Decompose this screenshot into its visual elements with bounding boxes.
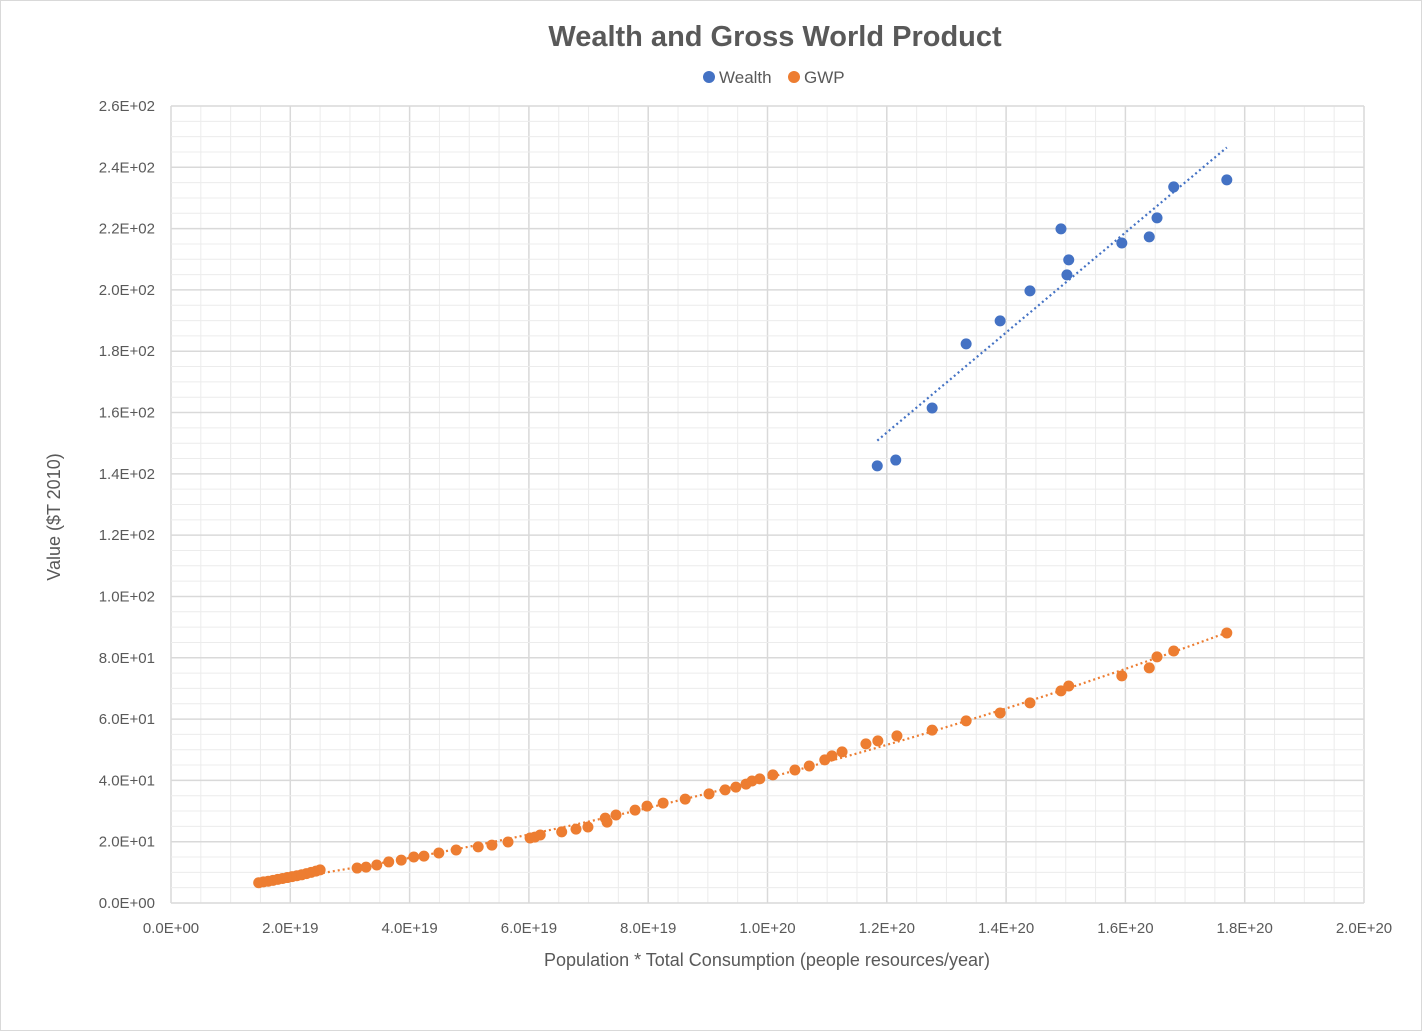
x-axis-title: Population * Total Consumption (people r… xyxy=(544,950,990,970)
point-gwp xyxy=(1221,627,1233,639)
legend-marker-wealth xyxy=(703,71,715,83)
point-gwp xyxy=(486,839,498,851)
point-wealth xyxy=(1221,174,1233,186)
point-gwp xyxy=(360,861,372,873)
point-gwp xyxy=(371,859,383,871)
point-gwp xyxy=(418,850,430,862)
point-gwp xyxy=(657,797,669,809)
y-tick-label: 2.0E+01 xyxy=(99,834,155,851)
x-tick-label: 1.4E+20 xyxy=(978,920,1034,937)
point-gwp xyxy=(601,816,613,828)
point-gwp xyxy=(803,760,815,772)
trendlines xyxy=(258,146,1228,884)
point-gwp xyxy=(1024,697,1036,709)
point-wealth xyxy=(1024,285,1036,297)
point-gwp xyxy=(767,769,779,781)
point-gwp xyxy=(1168,645,1180,657)
point-gwp xyxy=(1116,670,1128,682)
point-wealth xyxy=(1143,231,1155,243)
point-gwp xyxy=(502,836,514,848)
point-wealth xyxy=(1063,254,1075,266)
point-gwp xyxy=(582,821,594,833)
point-gwp xyxy=(570,823,582,835)
x-tick-label: 2.0E+19 xyxy=(262,920,318,937)
y-tick-label: 8.0E+01 xyxy=(99,650,155,667)
point-gwp xyxy=(836,746,848,758)
y-axis-title: Value ($T 2010) xyxy=(44,453,64,580)
y-tick-label: 0.0E+00 xyxy=(99,895,155,912)
point-gwp xyxy=(1143,662,1155,674)
point-gwp xyxy=(730,781,742,793)
point-wealth xyxy=(994,315,1006,327)
point-gwp xyxy=(610,809,622,821)
legend-marker-gwp xyxy=(788,71,800,83)
legend-label-gwp: GWP xyxy=(804,68,845,87)
x-tick-label: 8.0E+19 xyxy=(620,920,676,937)
point-gwp xyxy=(641,800,653,812)
point-gwp xyxy=(1063,680,1075,692)
x-tick-label: 4.0E+19 xyxy=(381,920,437,937)
point-gwp xyxy=(383,856,395,868)
point-wealth xyxy=(890,454,902,466)
point-wealth xyxy=(1151,212,1163,224)
point-gwp xyxy=(433,847,445,859)
legend-label-wealth: Wealth xyxy=(719,68,772,87)
point-gwp xyxy=(826,750,838,762)
y-tick-label: 1.0E+02 xyxy=(99,588,155,605)
point-gwp xyxy=(860,738,872,750)
x-tick-label: 1.6E+20 xyxy=(1097,920,1153,937)
y-tick-label: 2.2E+02 xyxy=(99,221,155,238)
point-gwp xyxy=(395,854,407,866)
point-wealth xyxy=(926,402,938,414)
trendline-wealth xyxy=(876,146,1228,442)
point-wealth xyxy=(1055,223,1067,235)
trendline-gwp xyxy=(258,631,1228,884)
point-wealth xyxy=(871,460,883,472)
point-gwp xyxy=(754,773,766,785)
point-wealth xyxy=(1168,181,1180,193)
point-gwp xyxy=(472,841,484,853)
y-tick-label: 6.0E+01 xyxy=(99,711,155,728)
chart-title: Wealth and Gross World Product xyxy=(548,21,1002,53)
y-tick-label: 1.6E+02 xyxy=(99,405,155,422)
point-gwp xyxy=(351,862,363,874)
point-wealth xyxy=(1116,237,1128,249)
point-gwp xyxy=(960,715,972,727)
point-wealth xyxy=(1061,269,1073,281)
y-tick-label: 4.0E+01 xyxy=(99,772,155,789)
y-tick-label: 2.4E+02 xyxy=(99,159,155,176)
x-tick-label: 6.0E+19 xyxy=(501,920,557,937)
gridlines xyxy=(170,105,1365,904)
x-tick-label: 1.0E+20 xyxy=(739,920,795,937)
point-gwp xyxy=(629,804,641,816)
point-gwp xyxy=(994,707,1006,719)
point-gwp xyxy=(1151,651,1163,663)
x-tick-label: 2.0E+20 xyxy=(1336,920,1392,937)
point-gwp xyxy=(679,793,691,805)
point-gwp xyxy=(534,829,546,841)
x-tick-label: 1.2E+20 xyxy=(859,920,915,937)
point-wealth xyxy=(960,338,972,350)
y-tick-label: 2.6E+02 xyxy=(99,98,155,115)
point-gwp xyxy=(872,735,884,747)
point-gwp xyxy=(719,784,731,796)
point-gwp xyxy=(556,826,568,838)
x-tick-label: 1.8E+20 xyxy=(1217,920,1273,937)
point-gwp xyxy=(314,864,326,876)
tick-labels: 0.0E+00 2.0E+19 4.0E+19 6.0E+19 8.0E+19 1.0E+… xyxy=(99,98,1392,937)
point-gwp xyxy=(789,764,801,776)
y-tick-label: 1.4E+02 xyxy=(99,466,155,483)
point-gwp xyxy=(408,851,420,863)
y-tick-label: 2.0E+02 xyxy=(99,282,155,299)
y-tick-label: 1.2E+02 xyxy=(99,527,155,544)
point-gwp xyxy=(891,730,903,742)
point-gwp xyxy=(450,844,462,856)
x-tick-label: 0.0E+00 xyxy=(143,920,199,937)
point-gwp xyxy=(703,788,715,800)
legend: Wealth GWP xyxy=(703,68,845,87)
y-tick-label: 1.8E+02 xyxy=(99,343,155,360)
data-points xyxy=(253,174,1233,889)
point-gwp xyxy=(926,724,938,736)
